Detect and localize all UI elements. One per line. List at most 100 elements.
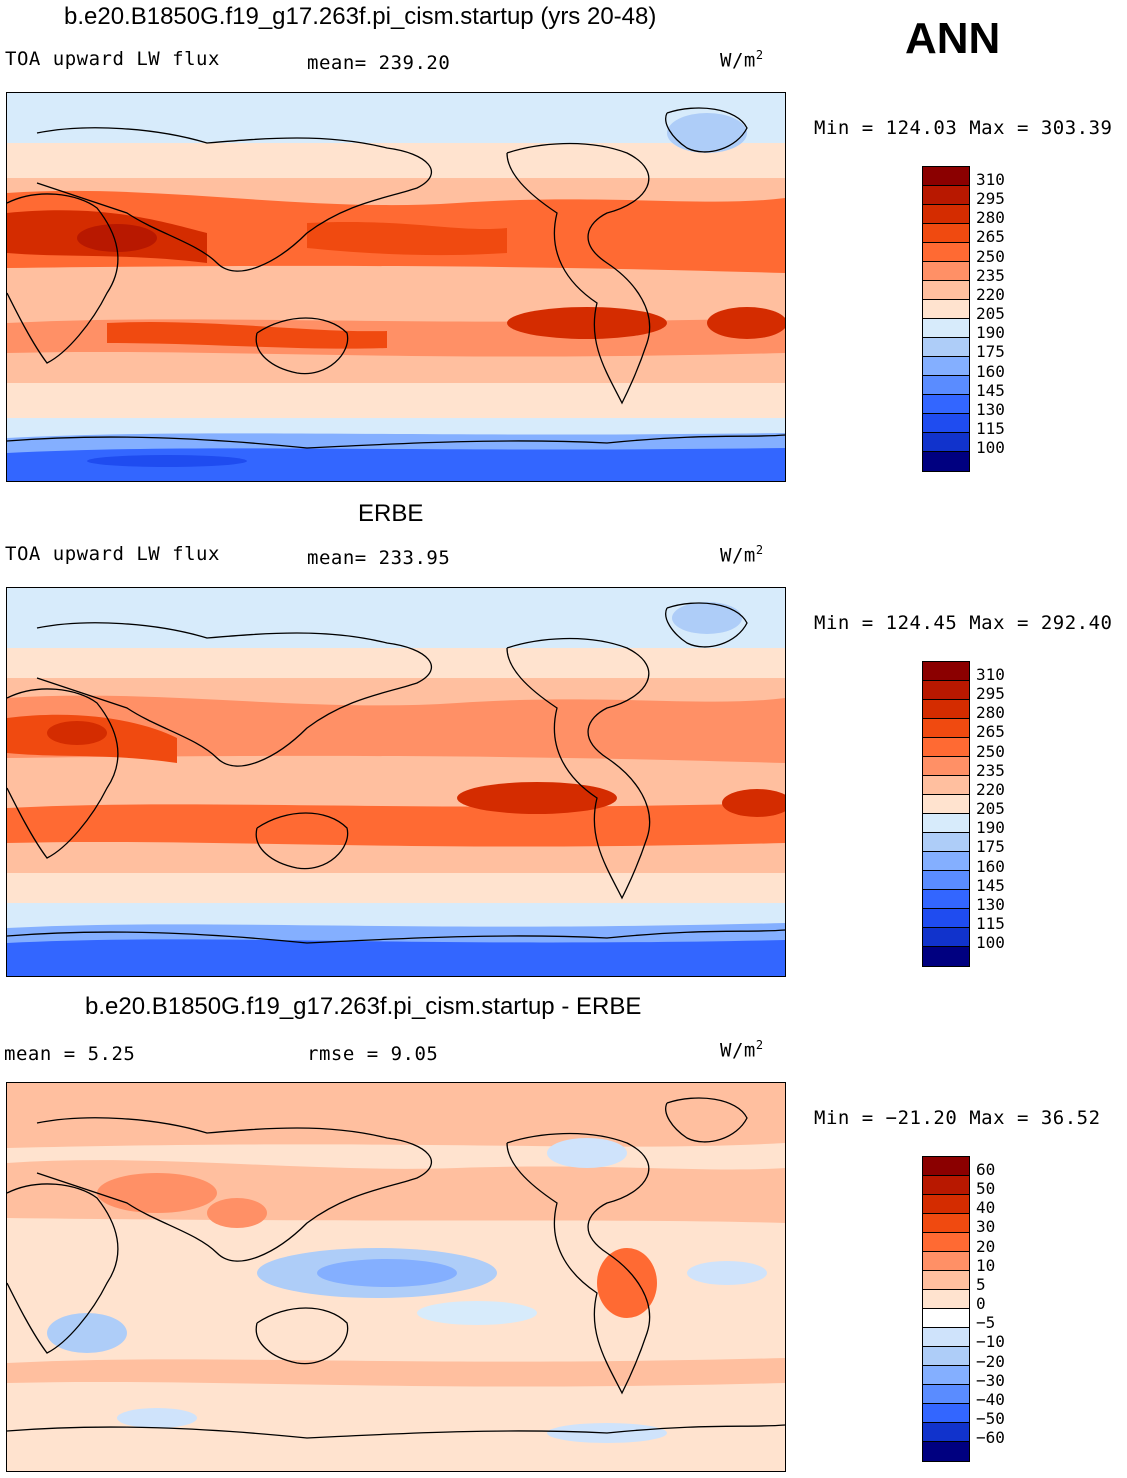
colorbar-swatch	[923, 186, 969, 205]
colorbar-tick-label: 190	[976, 323, 1005, 343]
colorbar-swatch	[923, 757, 969, 776]
colorbar-tick-label: 235	[976, 760, 1005, 780]
colorbar-swatch	[923, 433, 969, 452]
panel3-units: W/m2	[720, 1038, 764, 1062]
colorbar-swatch	[923, 338, 969, 357]
colorbar-tick-label: 235	[976, 265, 1005, 285]
panel2-minmax: Min = 124.45 Max = 292.40	[814, 612, 1113, 634]
colorbar-swatch	[923, 1347, 969, 1366]
colorbar-tick-label: 20	[976, 1236, 996, 1256]
colorbar-tick-label: 115	[976, 913, 1005, 933]
colorbar-swatch	[923, 833, 969, 852]
colorbar-swatch	[923, 224, 969, 243]
panel3-mean-label: mean = 5.25	[4, 1043, 136, 1065]
colorbar-swatch	[923, 1271, 969, 1290]
colorbar-tick-label: 100	[976, 438, 1005, 458]
colorbar-tick-label: 30	[976, 1217, 996, 1237]
colorbar-swatch	[923, 414, 969, 433]
colorbar-tick-label: 205	[976, 304, 1005, 324]
colorbar-swatch	[923, 776, 969, 795]
colorbar-tick-label: −20	[976, 1351, 1005, 1371]
colorbar-tick-label: 175	[976, 837, 1005, 857]
panel1-units: W/m2	[720, 48, 764, 72]
colorbar-tick-label: 100	[976, 933, 1005, 953]
colorbar-tick-label: 205	[976, 799, 1005, 819]
panel1-colorbar	[922, 166, 970, 472]
colorbar-tick-label: 115	[976, 418, 1005, 438]
colorbar-tick-label: 280	[976, 703, 1005, 723]
colorbar-swatch	[923, 681, 969, 700]
colorbar-tick-label: −10	[976, 1332, 1005, 1352]
colorbar-tick-label: 250	[976, 741, 1005, 761]
colorbar-tick-label: 310	[976, 170, 1005, 189]
colorbar-tick-label: 40	[976, 1198, 996, 1218]
colorbar-swatch	[923, 700, 969, 719]
season-label: ANN	[905, 14, 1001, 63]
colorbar-tick-label: −5	[976, 1313, 996, 1333]
colorbar-swatch	[923, 928, 969, 947]
colorbar-swatch	[923, 852, 969, 871]
colorbar-tick-label: −40	[976, 1389, 1005, 1409]
colorbar-tick-label: 160	[976, 361, 1005, 381]
colorbar-tick-label: 220	[976, 779, 1005, 799]
panel2-colorbar	[922, 661, 970, 967]
panel1-title: b.e20.B1850G.f19_g17.263f.pi_cism.startu…	[64, 3, 657, 30]
colorbar-tick-label: −50	[976, 1408, 1005, 1428]
colorbar-tick-label: 50	[976, 1179, 996, 1199]
colorbar-tick-label: 145	[976, 875, 1005, 895]
colorbar-swatch	[923, 1252, 969, 1271]
colorbar-tick-label: 280	[976, 208, 1005, 228]
panel3-rmse-label: rmse = 9.05	[307, 1043, 439, 1065]
colorbar-tick-label: 130	[976, 399, 1005, 419]
colorbar-swatch	[923, 871, 969, 890]
colorbar-swatch	[923, 795, 969, 814]
colorbar-swatch	[923, 947, 969, 966]
panel3-map	[6, 1082, 786, 1472]
panel3-minmax: Min = −21.20 Max = 36.52	[814, 1107, 1101, 1129]
colorbar-tick-label: 265	[976, 722, 1005, 742]
colorbar-tick-label: −30	[976, 1370, 1005, 1390]
panel1-minmax: Min = 124.03 Max = 303.39	[814, 117, 1113, 139]
colorbar-tick-label: 295	[976, 189, 1005, 209]
colorbar-swatch	[923, 1290, 969, 1309]
colorbar-tick-label: 60	[976, 1160, 996, 1179]
colorbar-tick-label: 145	[976, 380, 1005, 400]
colorbar-tick-label: 130	[976, 894, 1005, 914]
colorbar-swatch	[923, 1157, 969, 1176]
colorbar-tick-label: 310	[976, 665, 1005, 684]
colorbar-swatch	[923, 395, 969, 414]
panel2-title: ERBE	[358, 500, 424, 527]
colorbar-swatch	[923, 167, 969, 186]
colorbar-swatch	[923, 376, 969, 395]
colorbar-tick-label: 175	[976, 342, 1005, 362]
panel1-map	[6, 92, 786, 482]
colorbar-swatch	[923, 814, 969, 833]
panel1-variable-label: TOA upward LW flux	[5, 48, 220, 70]
colorbar-swatch	[923, 1328, 969, 1347]
colorbar-swatch	[923, 1442, 969, 1461]
colorbar-swatch	[923, 1404, 969, 1423]
colorbar-tick-label: −60	[976, 1428, 1005, 1448]
colorbar-swatch	[923, 1176, 969, 1195]
colorbar-tick-label: 220	[976, 284, 1005, 304]
colorbar-swatch	[923, 909, 969, 928]
panel2-units: W/m2	[720, 543, 764, 567]
colorbar-tick-label: 295	[976, 684, 1005, 704]
colorbar-tick-label: 5	[976, 1274, 986, 1294]
colorbar-swatch	[923, 1366, 969, 1385]
colorbar-tick-label: 265	[976, 227, 1005, 247]
colorbar-tick-label: 10	[976, 1255, 996, 1275]
colorbar-swatch	[923, 738, 969, 757]
colorbar-swatch	[923, 319, 969, 338]
colorbar-swatch	[923, 1309, 969, 1328]
panel2-map	[6, 587, 786, 977]
colorbar-tick-label: 190	[976, 818, 1005, 838]
panel2-mean-label: mean= 233.95	[307, 547, 451, 569]
colorbar-swatch	[923, 1423, 969, 1442]
colorbar-swatch	[923, 205, 969, 224]
colorbar-swatch	[923, 1214, 969, 1233]
panel3-colorbar	[922, 1156, 970, 1462]
colorbar-swatch	[923, 1385, 969, 1404]
colorbar-swatch	[923, 1195, 969, 1214]
colorbar-swatch	[923, 300, 969, 319]
